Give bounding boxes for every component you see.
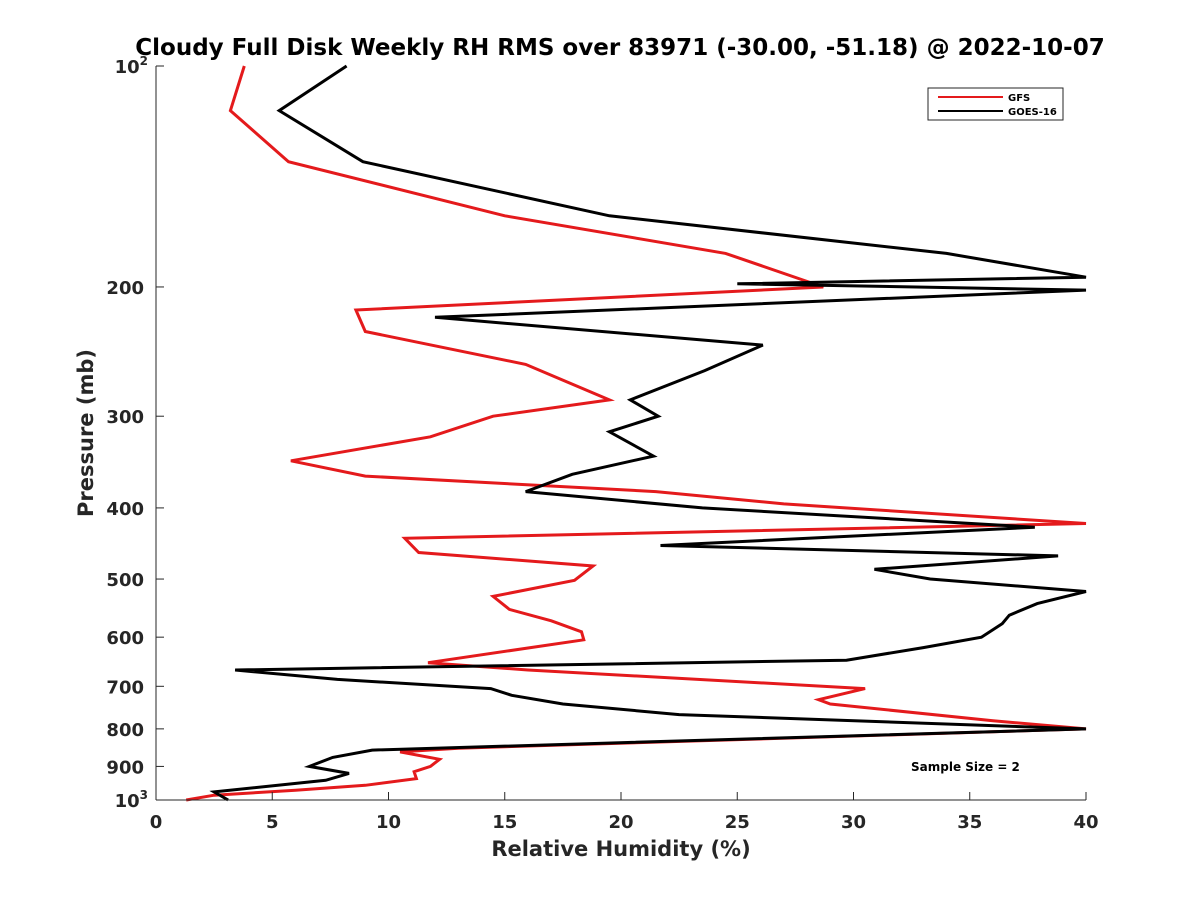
x-tick-label: 35 [957,812,982,833]
y-ticks: 102 200 300 400 500 600 700 800 900 103 [106,54,164,812]
legend: GFS GOES-16 [927,87,1064,121]
y-tick-label: 300 [106,407,144,428]
x-tick-label: 30 [841,812,866,833]
y-axis-label: Pressure (mb) [74,349,98,517]
x-tick-label: 5 [266,812,279,833]
y-tick-label: 102 [115,54,148,78]
plot-lines [185,64,1087,802]
legend-label-gfs: GFS [1008,93,1030,104]
x-ticks: 0 5 10 15 20 25 30 35 40 [150,792,1099,833]
plot-area [156,66,1086,800]
y-tick-label: 800 [106,720,144,741]
x-tick-label: 40 [1073,812,1098,833]
y-tick-label: 700 [106,677,144,698]
series-line-goes16 [209,64,1087,802]
y-tick-label: 400 [106,499,144,520]
x-tick-label: 25 [725,812,750,833]
series-line-gfs [185,65,1087,802]
x-tick-label: 20 [608,812,633,833]
sample-size-annotation: Sample Size = 2 [911,760,1020,774]
x-tick-label: 15 [492,812,517,833]
legend-label-goes16: GOES-16 [1008,107,1057,118]
y-tick-label: 500 [106,570,144,591]
chart-title: Cloudy Full Disk Weekly RH RMS over 8397… [135,35,1104,61]
y-tick-label: 200 [106,278,144,299]
x-tick-label: 0 [150,812,163,833]
x-axis-label: Relative Humidity (%) [491,837,750,861]
legend-box [927,87,1064,121]
y-tick-label: 900 [106,757,144,778]
y-tick-label: 103 [115,788,148,812]
x-tick-label: 10 [376,812,401,833]
y-tick-label: 600 [106,628,144,649]
